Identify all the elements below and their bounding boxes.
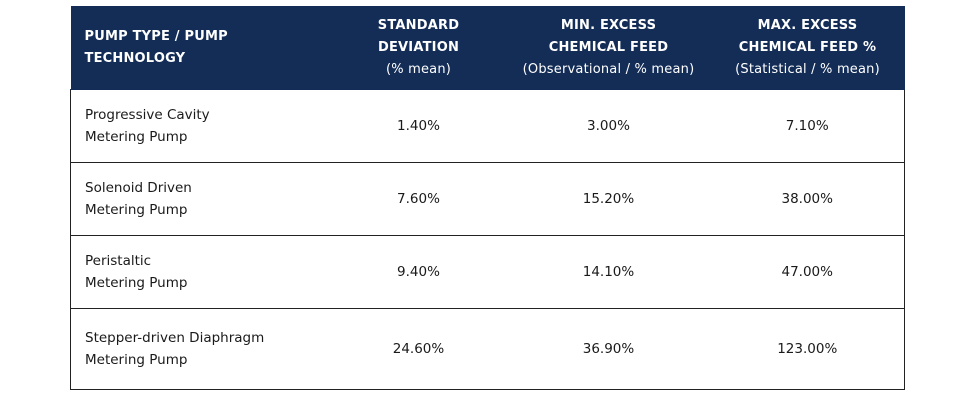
- cell-max-excess: 38.00%: [710, 162, 905, 236]
- cell-min-excess: 3.00%: [506, 89, 711, 163]
- cell-min-excess: 14.10%: [506, 235, 711, 309]
- header-std-line-1: STANDARD: [377, 18, 460, 33]
- header-standard-deviation: STANDARD DEVIATION (% mean): [330, 6, 507, 90]
- pump-type-line-1: Peristaltic: [85, 253, 152, 269]
- header-min-subtitle: (Observational / % mean): [522, 62, 695, 77]
- header-max-line-1: MAX. EXCESS: [757, 18, 858, 33]
- header-max-line-2: CHEMICAL FEED %: [738, 40, 877, 55]
- table-body: Progressive Cavity Metering Pump 1.40% 3…: [70, 89, 905, 390]
- pump-type-line-1: Stepper-driven Diaphragm: [85, 330, 265, 346]
- pump-comparison-table-container: PUMP TYPE / PUMP TECHNOLOGY STANDARD DEV…: [70, 6, 905, 390]
- header-pump-type: PUMP TYPE / PUMP TECHNOLOGY: [70, 6, 331, 90]
- table-row: Peristaltic Metering Pump 9.40% 14.10% 4…: [70, 235, 905, 309]
- cell-pump-type: Solenoid Driven Metering Pump: [70, 162, 331, 236]
- header-min-line-2: CHEMICAL FEED: [548, 40, 669, 55]
- cell-std-dev: 24.60%: [330, 308, 507, 390]
- cell-max-excess: 123.00%: [710, 308, 905, 390]
- pump-type-line-2: Metering Pump: [85, 129, 188, 145]
- header-min-excess: MIN. EXCESS CHEMICAL FEED (Observational…: [506, 6, 711, 90]
- header-row: PUMP TYPE / PUMP TECHNOLOGY STANDARD DEV…: [70, 6, 905, 90]
- header-pump-type-line-2: TECHNOLOGY: [84, 51, 186, 66]
- pump-type-line-2: Metering Pump: [85, 352, 188, 368]
- header-pump-type-line-1: PUMP TYPE / PUMP: [84, 29, 228, 44]
- pump-type-line-1: Progressive Cavity: [85, 107, 210, 123]
- pump-type-line-2: Metering Pump: [85, 275, 188, 291]
- cell-std-dev: 1.40%: [330, 89, 507, 163]
- cell-pump-type: Peristaltic Metering Pump: [70, 235, 331, 309]
- cell-max-excess: 7.10%: [710, 89, 905, 163]
- header-std-line-2: DEVIATION: [377, 40, 460, 55]
- header-max-excess: MAX. EXCESS CHEMICAL FEED % (Statistical…: [710, 6, 905, 90]
- pump-type-line-2: Metering Pump: [85, 202, 188, 218]
- header-max-subtitle: (Statistical / % mean): [735, 62, 880, 77]
- table-row: Solenoid Driven Metering Pump 7.60% 15.2…: [70, 162, 905, 236]
- cell-std-dev: 7.60%: [330, 162, 507, 236]
- cell-max-excess: 47.00%: [710, 235, 905, 309]
- cell-min-excess: 36.90%: [506, 308, 711, 390]
- cell-std-dev: 9.40%: [330, 235, 507, 309]
- pump-type-line-1: Solenoid Driven: [85, 180, 192, 196]
- table-row: Progressive Cavity Metering Pump 1.40% 3…: [70, 89, 905, 163]
- table-header: PUMP TYPE / PUMP TECHNOLOGY STANDARD DEV…: [70, 6, 905, 90]
- cell-min-excess: 15.20%: [506, 162, 711, 236]
- table-row: Stepper-driven Diaphragm Metering Pump 2…: [70, 308, 905, 390]
- cell-pump-type: Progressive Cavity Metering Pump: [70, 89, 331, 163]
- header-std-subtitle: (% mean): [385, 62, 452, 77]
- pump-comparison-table: PUMP TYPE / PUMP TECHNOLOGY STANDARD DEV…: [70, 6, 905, 390]
- cell-pump-type: Stepper-driven Diaphragm Metering Pump: [70, 308, 331, 390]
- header-min-line-1: MIN. EXCESS: [560, 18, 657, 33]
